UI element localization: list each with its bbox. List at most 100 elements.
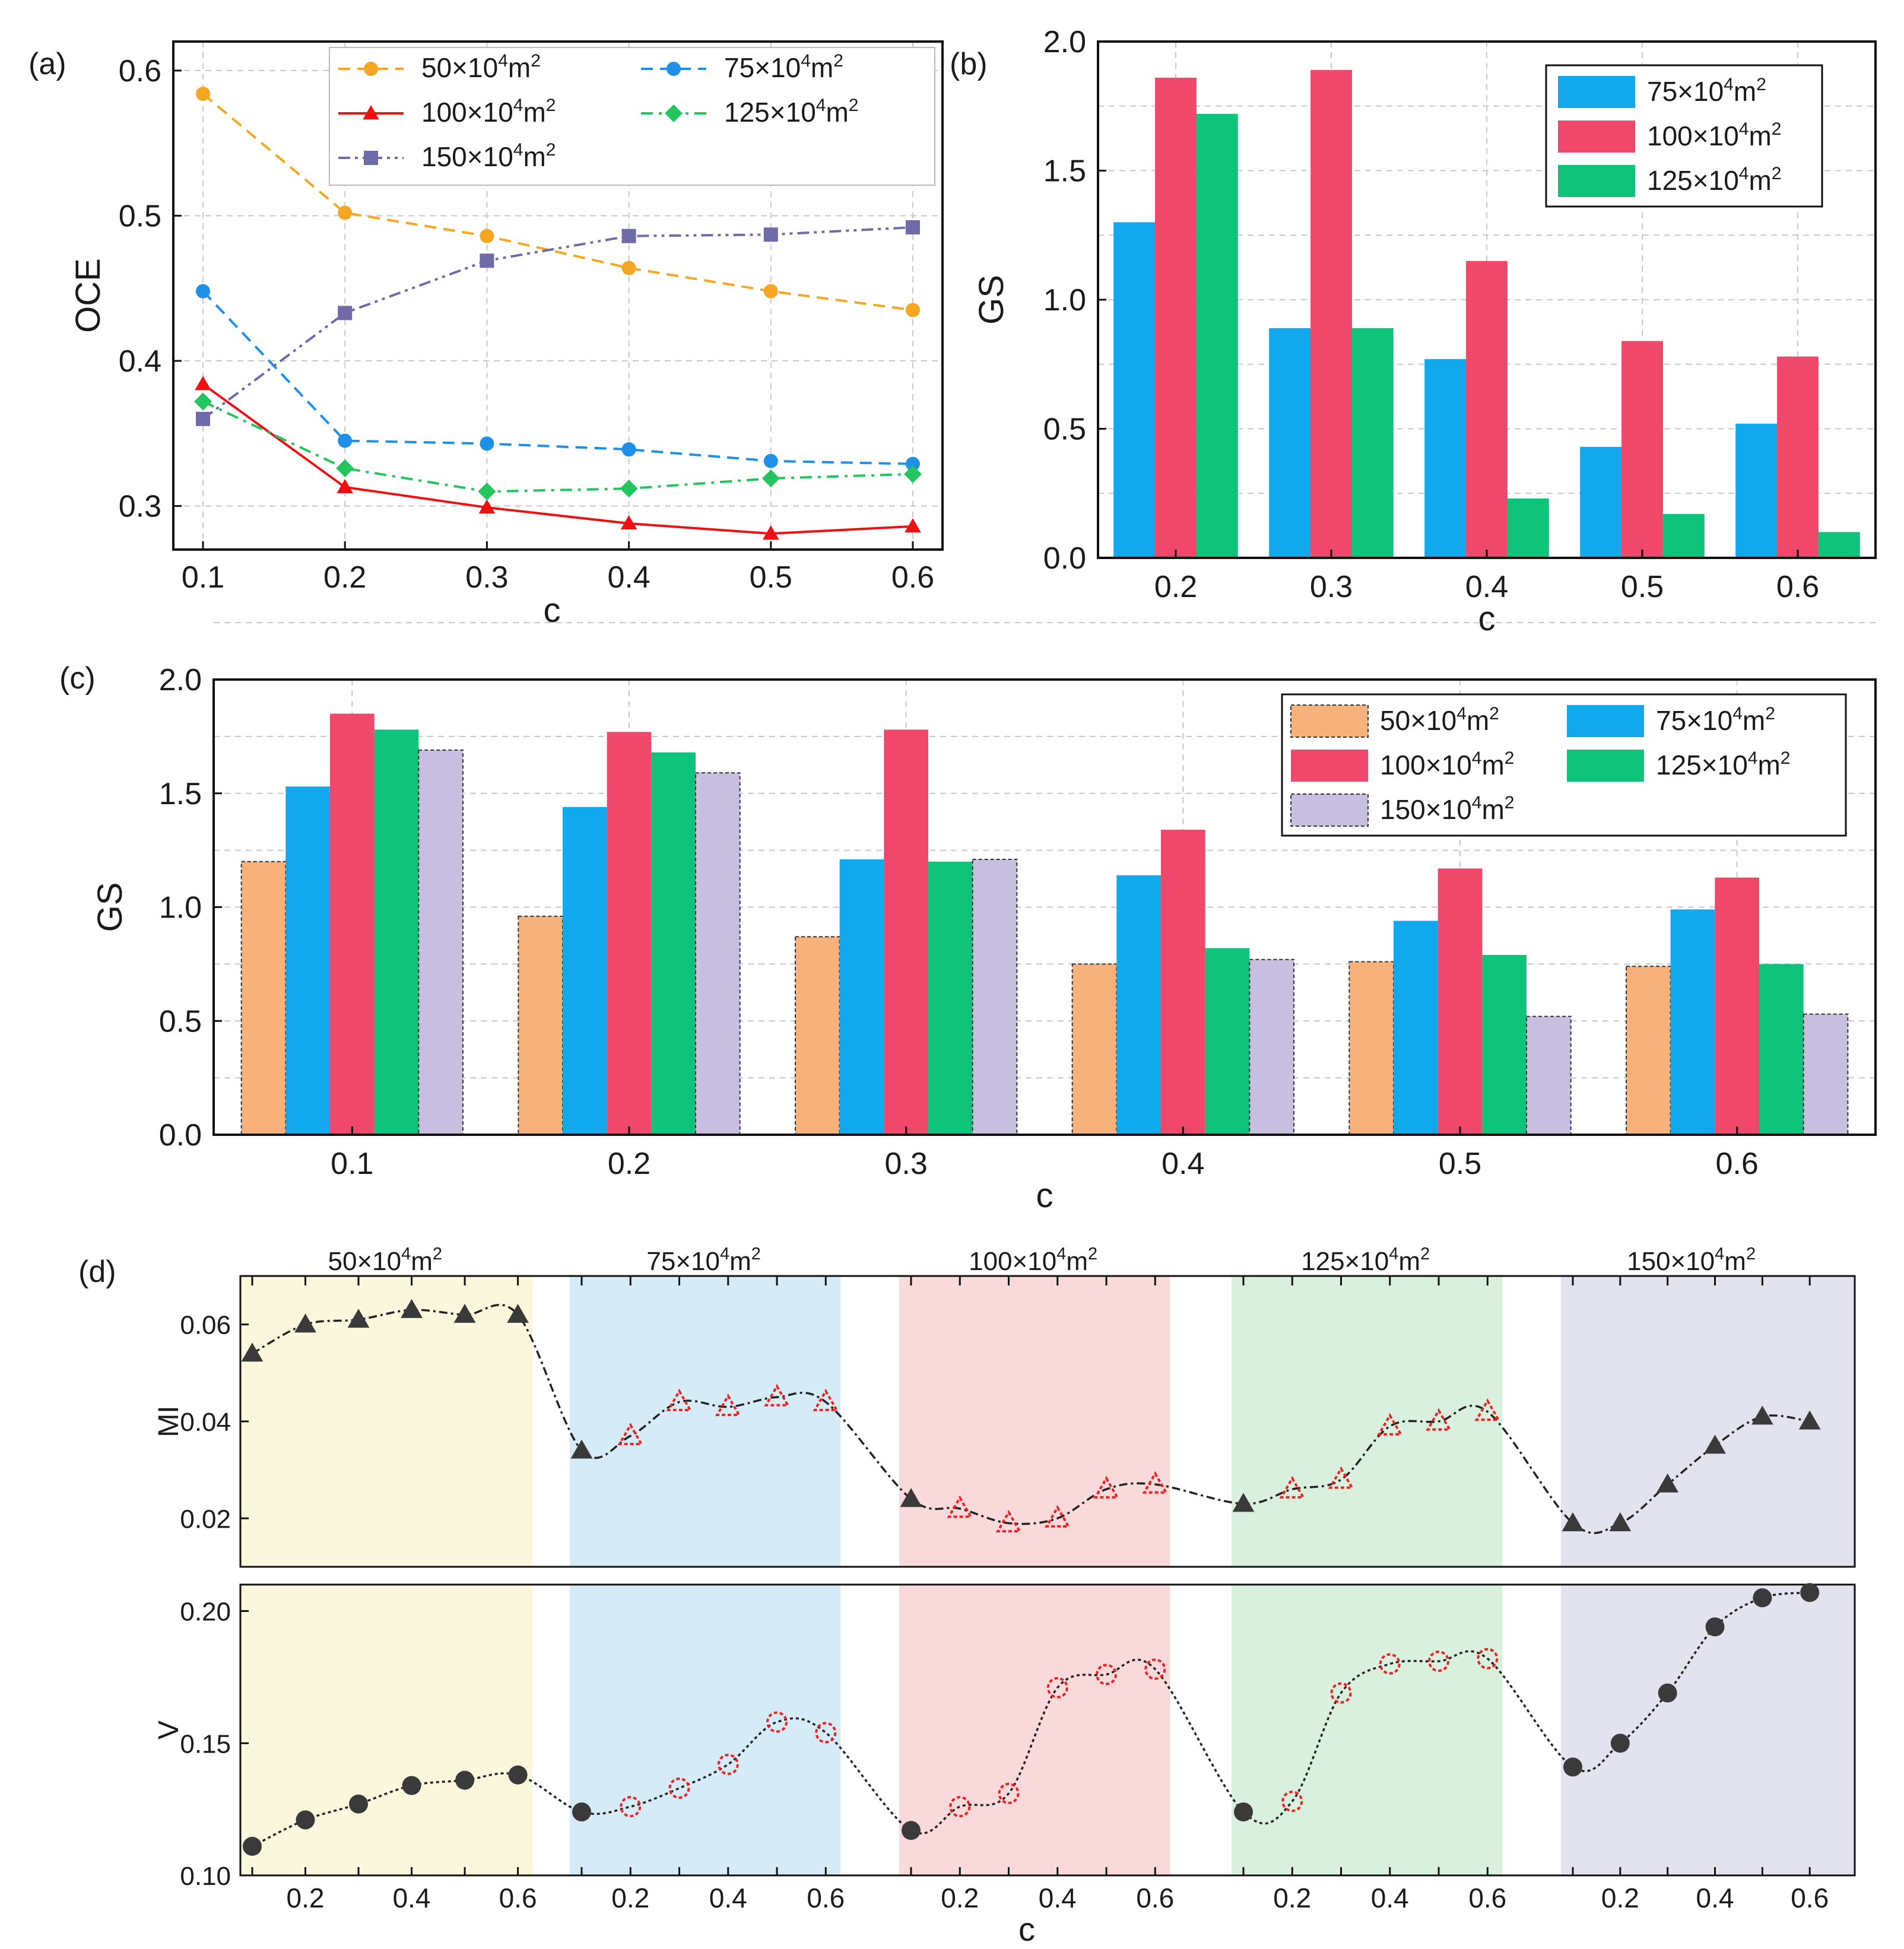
d-point <box>717 1753 739 1775</box>
d-y-tick-label: 0.10 <box>180 1862 231 1891</box>
d-point <box>998 1782 1020 1804</box>
a-legend-marker <box>363 105 379 120</box>
panel-b-legend-swatch <box>1558 120 1635 153</box>
d-point <box>1426 1408 1452 1431</box>
panel-c-bar-bar50 <box>1071 963 1118 1135</box>
d-region-bg <box>240 1585 533 1875</box>
a-point-150 <box>196 411 210 426</box>
panel-b-y-tick-label: 1.0 <box>1043 283 1086 318</box>
d-point <box>401 1299 423 1318</box>
d-point <box>1751 1405 1773 1425</box>
d-point <box>402 1776 421 1795</box>
panel-c-legend-label: 50×104m2 <box>1380 704 1499 736</box>
a-series-line-75 <box>202 290 913 465</box>
a-y-tick-label: 0.5 <box>119 199 161 233</box>
panel-c-bar-bar50 <box>1348 961 1394 1136</box>
panel-b-legend-swatch <box>1558 76 1635 108</box>
d-group-title: 150×104m2 <box>1627 1245 1756 1276</box>
d-point <box>507 1303 529 1323</box>
d-point <box>1376 1412 1403 1436</box>
d-region-bg <box>899 1276 1170 1567</box>
d-group-title: 75×104m2 <box>646 1245 761 1276</box>
d-point <box>617 1423 644 1446</box>
a-series-line-150 <box>202 226 913 420</box>
a-x-tick-label: 0.6 <box>891 560 934 595</box>
panel-c-y-tick-label: 2.0 <box>159 663 202 697</box>
panel-c-bar-bar100 <box>884 729 928 1135</box>
a-point-150 <box>906 220 920 235</box>
panel-c-y-tick-label: 0.5 <box>159 1004 202 1039</box>
panel-label-a: (a) <box>28 47 66 81</box>
d-x-tick-label: 0.4 <box>1039 1883 1077 1913</box>
d-x-tick-label: 0.6 <box>1791 1883 1829 1913</box>
d-point <box>1704 1434 1726 1454</box>
panel-b-bar-bar75 <box>1580 446 1622 558</box>
panel-b-x-tick-label: 0.3 <box>1310 570 1353 604</box>
d-point <box>453 1303 476 1323</box>
d-point <box>1379 1653 1401 1675</box>
a-legend-marker <box>364 62 378 76</box>
panel-c-legend-label: 100×104m2 <box>1380 748 1514 780</box>
d-point <box>1093 1475 1119 1499</box>
a-legend-marker <box>364 151 378 165</box>
panel-b-x-tick-label: 0.6 <box>1776 570 1819 604</box>
d-point <box>813 1388 839 1411</box>
panel-c-bar-bar125 <box>1482 955 1527 1135</box>
d-point <box>947 1495 973 1518</box>
d-point <box>241 1342 264 1362</box>
a-x-tick-label: 0.2 <box>323 560 366 595</box>
d-point <box>508 1765 528 1785</box>
d-y-tick-label: 0.20 <box>180 1598 231 1627</box>
d-region-bg <box>1232 1276 1503 1567</box>
d-point <box>1609 1512 1632 1532</box>
a-y-axis-label: OCE <box>69 258 107 333</box>
d-y-tick-label: 0.15 <box>180 1729 231 1758</box>
d-x-tick-label: 0.6 <box>807 1883 845 1913</box>
d-point <box>949 1796 971 1818</box>
panel-b-bar-chart: 0.0 0.5 1.0 1.5 2.0 0.2 0.3 0.4 0.5 0.6 c GS 75×104m… <box>972 25 1877 638</box>
d-point <box>1658 1683 1677 1703</box>
a-point-75 <box>906 456 920 471</box>
d-point <box>1705 1617 1725 1637</box>
panel-c-legend-swatch <box>1290 704 1369 738</box>
d-point <box>1562 1512 1584 1532</box>
d-y-axis-label: MI <box>153 1405 185 1437</box>
d-point <box>1330 1682 1352 1704</box>
d-x-tick-label: 0.4 <box>393 1883 431 1913</box>
d-group-title: 125×104m2 <box>1301 1245 1430 1276</box>
d-y-tick-label: 0.02 <box>180 1504 231 1534</box>
panel-c-bar-bar100 <box>330 713 375 1135</box>
d-point <box>1234 1802 1253 1822</box>
panel-c-legend-box <box>1281 693 1847 837</box>
a-point-100 <box>905 518 921 533</box>
panel-c-legend-swatch <box>1290 793 1369 827</box>
d-point <box>620 1796 642 1818</box>
a-legend-box <box>329 47 935 186</box>
panel-c-bar-bar150 <box>972 858 1018 1135</box>
panel-c-bar-bar100 <box>1715 877 1759 1135</box>
d-x-tick-label: 0.2 <box>1601 1883 1639 1913</box>
d-point <box>715 1393 741 1417</box>
panel-c-bar-bar150 <box>1803 1013 1849 1135</box>
d-point <box>766 1711 788 1733</box>
panel-label-b: (b) <box>950 47 988 81</box>
d-x-tick-label: 0.4 <box>1696 1883 1734 1913</box>
d-x-tick-label: 0.2 <box>941 1883 979 1913</box>
a-point-75 <box>196 284 210 299</box>
panel-c-bar-bar50 <box>1626 966 1671 1135</box>
d-point <box>1142 1471 1169 1494</box>
panel-b-bar-bar100 <box>1777 356 1819 558</box>
d-group-title: 100×104m2 <box>969 1245 1097 1276</box>
panel-b-legend-swatch <box>1558 165 1635 197</box>
panel-b-bar-bar100 <box>1310 69 1352 558</box>
a-y-tick-label: 0.6 <box>119 54 161 88</box>
d-x-tick-label: 0.4 <box>709 1883 747 1913</box>
a-point-100 <box>620 515 637 530</box>
d-region-bg <box>570 1585 841 1875</box>
d-point <box>1474 1398 1501 1421</box>
panel-c-bar-bar75 <box>1394 920 1438 1135</box>
a-legend-marker <box>665 104 683 122</box>
panel-b-bar-bar75 <box>1113 222 1156 558</box>
panel-b-bar-bar100 <box>1155 77 1197 558</box>
